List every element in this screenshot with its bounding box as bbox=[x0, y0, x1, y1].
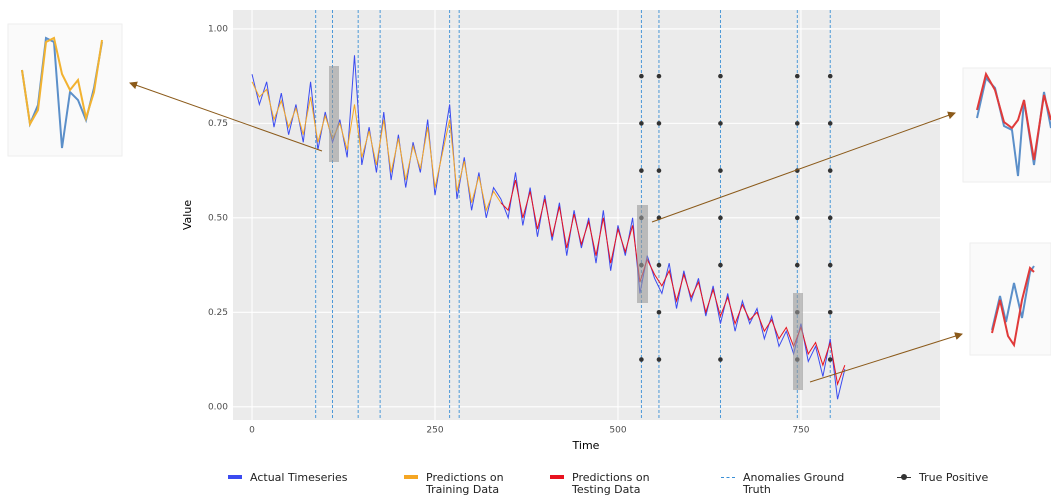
true-positive bbox=[656, 168, 662, 173]
x-tick-label: 0 bbox=[249, 426, 255, 436]
legend-label: Predictions on Training Data bbox=[426, 471, 504, 496]
y-axis-title: Value bbox=[181, 200, 194, 230]
true-positive bbox=[656, 73, 662, 79]
true-positive bbox=[718, 73, 723, 79]
true-positive bbox=[718, 262, 723, 268]
true-positive bbox=[794, 262, 800, 268]
true-positive bbox=[639, 73, 644, 79]
true-positive bbox=[656, 121, 662, 126]
plot-background bbox=[233, 10, 940, 420]
x-tick-label: 750 bbox=[792, 426, 809, 436]
true-positive bbox=[639, 121, 644, 126]
legend-item: Predictions on Training Data bbox=[404, 472, 524, 496]
zoom-box bbox=[637, 205, 648, 303]
zoom-boxes bbox=[329, 66, 803, 390]
true-positive bbox=[827, 215, 833, 221]
arrow bbox=[129, 81, 323, 152]
true-positive bbox=[794, 215, 800, 221]
arrows bbox=[129, 81, 963, 383]
legend-item: Predictions on Testing Data bbox=[550, 472, 695, 496]
legend-item: Anomalies Ground Truth bbox=[721, 472, 871, 496]
legend: Actual Timeseries Predictions on Training… bbox=[228, 472, 1051, 496]
legend-swatch bbox=[228, 472, 242, 484]
legend-item: True Positive bbox=[897, 472, 1027, 496]
true-positive bbox=[718, 215, 723, 221]
legend-swatch bbox=[404, 472, 418, 484]
true-positive bbox=[656, 262, 662, 268]
arrow bbox=[651, 111, 956, 223]
true-positive bbox=[718, 121, 723, 126]
inset-line bbox=[991, 266, 1035, 348]
insets bbox=[7, 23, 1051, 356]
true-positive bbox=[639, 357, 644, 362]
true-positive bbox=[827, 357, 833, 362]
true-positive bbox=[656, 357, 662, 362]
true-positive bbox=[827, 121, 833, 126]
legend-swatch bbox=[550, 472, 564, 484]
arrow bbox=[809, 332, 963, 383]
true-positive bbox=[718, 168, 723, 173]
true-positive bbox=[827, 262, 833, 268]
y-tick-label: 0.00 bbox=[208, 402, 228, 412]
legend-label: True Positive bbox=[919, 471, 989, 484]
zoom-box bbox=[329, 66, 339, 162]
y-tick-label: 0.50 bbox=[208, 213, 228, 223]
x-axis-title: Time bbox=[572, 439, 600, 452]
true-positive bbox=[794, 121, 800, 126]
x-tick-label: 250 bbox=[426, 426, 443, 436]
x-tick-label: 500 bbox=[609, 426, 626, 436]
legend-swatch bbox=[721, 472, 735, 484]
true-positive bbox=[827, 168, 833, 173]
line-series bbox=[500, 179, 846, 386]
line-series bbox=[251, 81, 502, 213]
true-positive bbox=[718, 357, 723, 362]
true-positive bbox=[794, 73, 800, 79]
legend-swatch bbox=[897, 472, 911, 484]
legend-label: Anomalies Ground Truth bbox=[743, 471, 845, 496]
true-positive bbox=[827, 310, 833, 315]
y-tick-label: 1.00 bbox=[208, 24, 228, 34]
true-positive bbox=[656, 310, 662, 315]
y-tick-label: 0.25 bbox=[208, 308, 228, 318]
true-positive bbox=[639, 168, 644, 173]
legend-item: Actual Timeseries bbox=[228, 472, 378, 496]
legend-label: Predictions on Testing Data bbox=[572, 471, 650, 496]
true-positive bbox=[827, 73, 833, 79]
zoom-box bbox=[793, 293, 803, 390]
y-tick-label: 0.75 bbox=[208, 119, 228, 129]
legend-label: Actual Timeseries bbox=[250, 471, 348, 484]
inset-line bbox=[21, 36, 103, 128]
inset-line bbox=[976, 71, 1051, 161]
